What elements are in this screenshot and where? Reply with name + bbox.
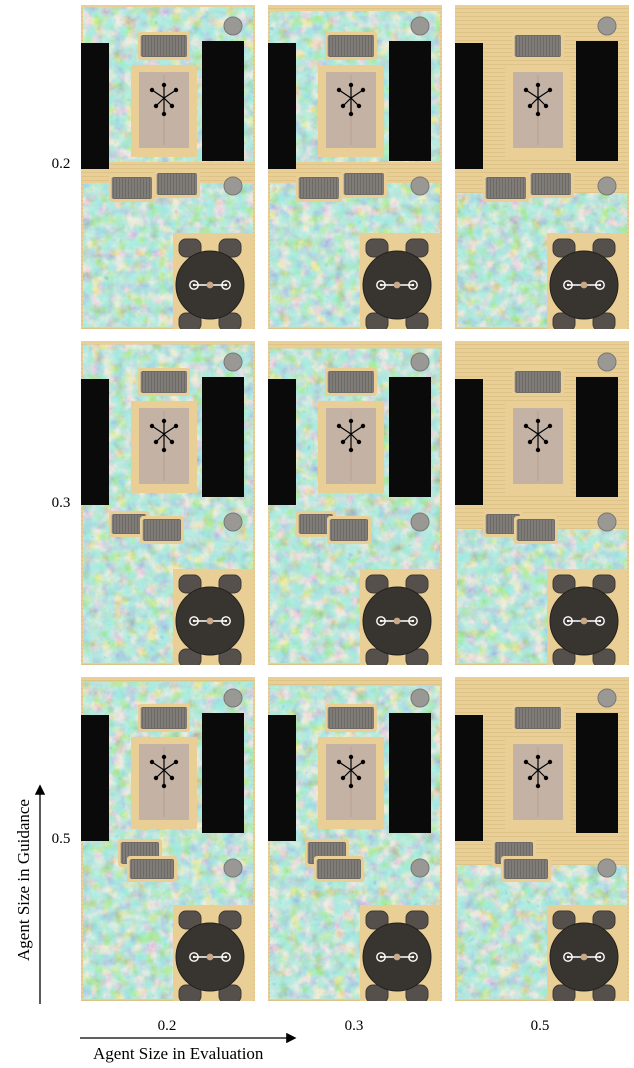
sofa-top xyxy=(325,32,377,60)
panel-guidance-0.2-eval-0.3 xyxy=(268,5,442,329)
ceiling-lamp-icon xyxy=(336,82,366,117)
sofa-lower-right xyxy=(341,170,387,198)
right-cabinet xyxy=(576,41,618,161)
sofa-lower-right xyxy=(327,516,371,544)
sofa-lower-left xyxy=(109,174,155,202)
ceiling-lamp-icon xyxy=(149,82,179,117)
dining-table xyxy=(360,233,440,329)
stool-top xyxy=(597,688,617,708)
panel-guidance-0.3-eval-0.5 xyxy=(455,341,629,665)
stool-middle xyxy=(597,858,617,878)
sofa-lower-right xyxy=(154,170,200,198)
stool-top xyxy=(223,16,243,36)
dining-table xyxy=(173,233,253,329)
col-label-0.2: 0.2 xyxy=(157,1018,177,1034)
sofa-top xyxy=(325,368,377,396)
ceiling-lamp-icon xyxy=(149,418,179,453)
sofa-top xyxy=(512,32,564,60)
dining-table xyxy=(547,569,627,665)
sofa-lower-right xyxy=(127,856,177,882)
sofa-lower-left xyxy=(483,174,529,202)
stool-middle xyxy=(223,858,243,878)
left-cabinet xyxy=(455,715,483,841)
right-cabinet xyxy=(202,41,244,161)
panel-guidance-0.3-eval-0.2 xyxy=(81,341,255,665)
right-cabinet xyxy=(389,41,431,161)
left-cabinet xyxy=(81,43,109,169)
right-cabinet xyxy=(389,377,431,497)
sofa-top xyxy=(325,704,377,732)
sofa-top xyxy=(138,368,190,396)
ceiling-lamp-icon xyxy=(523,82,553,117)
x-axis-label: Agent Size in Evaluation xyxy=(93,1044,264,1063)
ceiling-lamp-icon xyxy=(523,418,553,453)
ceiling-lamp-icon xyxy=(336,754,366,789)
dining-table xyxy=(173,905,253,1001)
sofa-top xyxy=(512,704,564,732)
right-cabinet xyxy=(202,713,244,833)
sofa-lower-right xyxy=(314,856,364,882)
panel-guidance-0.2-eval-0.5 xyxy=(455,5,629,329)
stool-middle xyxy=(597,176,617,196)
stool-middle xyxy=(597,512,617,532)
panel-guidance-0.5-eval-0.2 xyxy=(81,677,255,1001)
dining-table xyxy=(547,233,627,329)
left-cabinet xyxy=(455,379,483,505)
sofa-lower-left xyxy=(483,511,523,537)
col-label-0.5: 0.5 xyxy=(530,1018,550,1034)
ceiling-lamp-icon xyxy=(336,418,366,453)
stool-middle xyxy=(223,512,243,532)
y-axis-label: Agent Size in Guidance xyxy=(14,799,33,961)
right-cabinet xyxy=(202,377,244,497)
stool-top xyxy=(223,688,243,708)
rug xyxy=(131,737,197,829)
sofa-top xyxy=(138,704,190,732)
row-label-0.3: 0.3 xyxy=(51,495,71,511)
sofa-lower-left xyxy=(296,174,342,202)
stool-top xyxy=(410,352,430,372)
sofa-top xyxy=(512,368,564,396)
dining-table xyxy=(360,569,440,665)
stool-top xyxy=(410,16,430,36)
left-cabinet xyxy=(268,43,296,169)
stool-top xyxy=(223,352,243,372)
left-cabinet xyxy=(455,43,483,169)
stool-top xyxy=(410,688,430,708)
dining-table xyxy=(547,905,627,1001)
right-cabinet xyxy=(576,377,618,497)
sofa-lower-left xyxy=(296,511,336,537)
dining-table xyxy=(173,569,253,665)
left-cabinet xyxy=(268,379,296,505)
row-label-0.2: 0.2 xyxy=(51,156,71,172)
left-cabinet xyxy=(81,379,109,505)
sofa-lower-right xyxy=(514,516,558,544)
ceiling-lamp-icon xyxy=(523,754,553,789)
sofa-top xyxy=(138,32,190,60)
dining-table xyxy=(360,905,440,1001)
panel-guidance-0.5-eval-0.5 xyxy=(455,677,629,1001)
left-cabinet xyxy=(81,715,109,841)
stool-middle xyxy=(410,858,430,878)
sofa-lower-right xyxy=(528,170,574,198)
ceiling-lamp-icon xyxy=(149,754,179,789)
panel-guidance-0.2-eval-0.2 xyxy=(81,5,255,329)
col-label-0.3: 0.3 xyxy=(344,1018,364,1034)
stool-middle xyxy=(410,176,430,196)
left-cabinet xyxy=(268,715,296,841)
panel-guidance-0.5-eval-0.3 xyxy=(268,677,442,1001)
sofa-lower-right xyxy=(501,856,551,882)
stool-middle xyxy=(223,176,243,196)
stool-top xyxy=(597,352,617,372)
row-label-0.5: 0.5 xyxy=(51,831,71,847)
panel-guidance-0.3-eval-0.3 xyxy=(268,341,442,665)
right-cabinet xyxy=(576,713,618,833)
right-cabinet xyxy=(389,713,431,833)
stool-middle xyxy=(410,512,430,532)
sofa-lower-right xyxy=(140,516,184,544)
stool-top xyxy=(597,16,617,36)
